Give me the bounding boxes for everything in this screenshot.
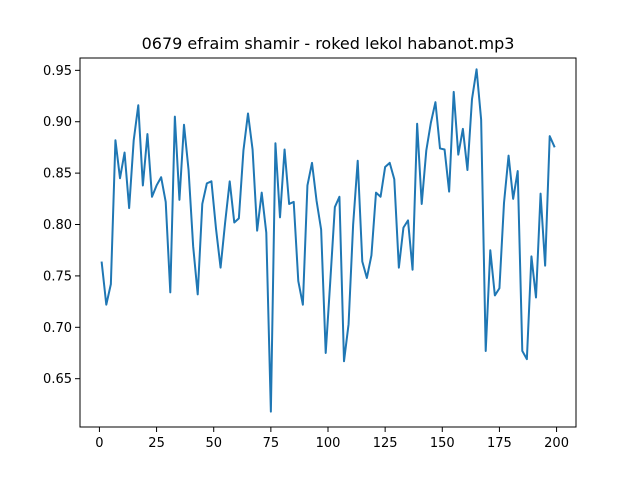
y-tick-label: 0.85 — [43, 167, 72, 182]
plot-area — [100, 68, 556, 413]
y-tick-label: 0.70 — [43, 321, 72, 336]
x-tick-label: 25 — [148, 436, 165, 451]
y-tick-label: 0.95 — [43, 64, 72, 79]
y-tick-label: 0.75 — [43, 269, 72, 284]
axes-frame — [79, 57, 577, 428]
y-tick-label: 0.80 — [43, 218, 72, 233]
x-tick-label: 75 — [263, 436, 280, 451]
x-tick-label: 0 — [95, 436, 103, 451]
y-axis: 0.65 0.70 0.75 0.80 0.85 0.90 0.95 — [43, 64, 80, 387]
x-tick-label: 175 — [487, 436, 512, 451]
y-tick-label: 0.90 — [43, 115, 72, 130]
series-line-0 — [100, 68, 556, 413]
x-axis: 0 25 50 75 100 125 150 175 200 — [95, 427, 569, 451]
chart-title: 0679 efraim shamir - roked lekol habanot… — [142, 34, 515, 53]
x-tick-label: 150 — [430, 436, 455, 451]
y-tick-label: 0.65 — [43, 372, 72, 387]
x-tick-label: 125 — [373, 436, 398, 451]
x-tick-label: 100 — [316, 436, 341, 451]
x-tick-label: 50 — [205, 436, 222, 451]
x-tick-label: 200 — [544, 436, 569, 451]
